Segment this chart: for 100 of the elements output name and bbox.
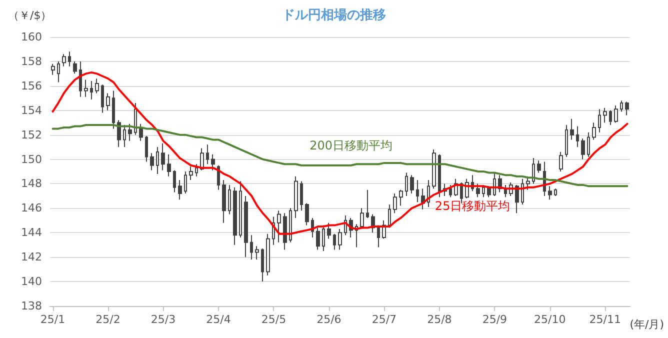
candlestick (565, 124, 568, 158)
candlestick (598, 108, 601, 133)
candlestick (316, 227, 320, 250)
candlestick (305, 202, 309, 226)
candlestick (277, 210, 281, 243)
candlestick (322, 224, 325, 252)
candlestick (576, 126, 579, 148)
x-tick-label: 25/1 (40, 313, 66, 326)
candlestick (167, 154, 171, 177)
candlestick (134, 102, 137, 136)
candlestick (211, 154, 215, 171)
candlestick (554, 188, 557, 196)
candlestick (476, 183, 480, 198)
y-tick-label: 152 (21, 128, 42, 142)
y-axis-title: （￥/$） (8, 9, 52, 22)
candlestick (239, 180, 242, 238)
y-tick-label: 148 (21, 177, 42, 190)
candlestick (90, 80, 93, 100)
candlestick (62, 54, 66, 67)
candlestick (603, 107, 607, 124)
candlestick (559, 151, 563, 172)
x-tick-label: 25/6 (316, 313, 342, 326)
x-tick-label: 25/3 (150, 313, 176, 326)
x-tick-label: 25/9 (482, 313, 508, 326)
candlestick (526, 176, 530, 190)
series-label: 200日移動平均 (310, 138, 392, 152)
candlestick (393, 193, 397, 214)
y-tick-label: 158 (21, 54, 42, 68)
candlestick (189, 166, 193, 181)
x-tick-label: 25/11 (589, 313, 621, 326)
candlestick (515, 184, 519, 214)
candlestick (333, 233, 336, 250)
candlestick (609, 110, 612, 126)
candlestick (51, 63, 55, 76)
line-series (52, 71, 628, 235)
x-tick-label: 25/5 (261, 313, 286, 326)
candlestick (101, 84, 104, 114)
candlestick (388, 204, 391, 228)
candlestick (416, 180, 419, 203)
candlestick (438, 154, 441, 198)
candlestick (537, 160, 541, 174)
candlestick (206, 144, 209, 165)
candlestick (195, 164, 198, 177)
candlestick (68, 51, 71, 67)
candlestick (261, 248, 264, 282)
candlestick (266, 233, 270, 276)
candlestick (327, 222, 331, 240)
candlestick (360, 208, 364, 230)
y-tick-label: 154 (21, 104, 42, 117)
candlestick (79, 60, 82, 98)
y-tick-label: 146 (21, 202, 42, 215)
candlestick (405, 172, 408, 196)
y-tick-label: 144 (21, 226, 42, 240)
candlestick (222, 180, 226, 224)
candlestick (250, 234, 253, 260)
line-series (52, 124, 628, 188)
candlestick (57, 60, 60, 83)
candlestick (410, 174, 414, 194)
candlestick (289, 208, 292, 243)
candlestick (150, 152, 154, 171)
candlestick (117, 120, 121, 148)
candlestick (123, 124, 126, 148)
candlestick (482, 184, 485, 198)
candlestick (161, 142, 165, 171)
candlestick (294, 176, 298, 218)
candlestick (73, 60, 77, 74)
candlestick (244, 195, 248, 258)
candlestick (581, 138, 585, 160)
candlestick (300, 180, 303, 212)
candlestick (548, 186, 552, 200)
y-tick-label: 150 (21, 152, 42, 166)
x-tick-label: 25/7 (372, 313, 397, 326)
candlestick (399, 189, 403, 206)
y-tick-label: 140 (21, 275, 42, 288)
candlestick (112, 90, 115, 130)
candlestick (283, 212, 287, 250)
x-tick-label: 25/4 (206, 313, 231, 326)
candlestick (145, 136, 148, 162)
candlestick (625, 101, 629, 116)
candlestick (449, 184, 452, 198)
candlestick (614, 104, 618, 124)
candlestick (156, 146, 159, 174)
candlestick (592, 122, 596, 140)
candlestick (366, 189, 369, 218)
candlestick (377, 224, 380, 248)
candlestick (620, 100, 623, 112)
candlestick (95, 78, 99, 94)
candlestick (570, 118, 574, 140)
candlestick (128, 123, 132, 142)
candlestick (255, 246, 259, 260)
series-label: 25日移動平均 (434, 199, 510, 214)
candlestick (173, 170, 176, 193)
candlestick (521, 178, 524, 206)
y-tick-label: 160 (21, 30, 42, 44)
candlestick (338, 228, 342, 250)
chart-title: ドル円相場の推移 (282, 8, 386, 23)
x-tick-label: 25/10 (534, 313, 566, 326)
x-tick-label: 25/8 (427, 313, 452, 326)
candlestick (587, 132, 590, 158)
candlestick (432, 148, 436, 190)
